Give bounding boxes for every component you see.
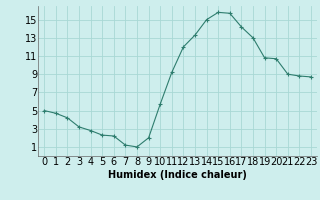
X-axis label: Humidex (Indice chaleur): Humidex (Indice chaleur) — [108, 170, 247, 180]
